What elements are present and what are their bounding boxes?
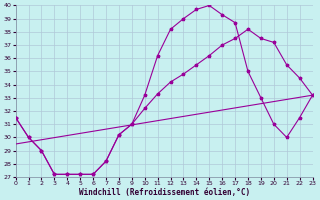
- X-axis label: Windchill (Refroidissement éolien,°C): Windchill (Refroidissement éolien,°C): [78, 188, 250, 197]
